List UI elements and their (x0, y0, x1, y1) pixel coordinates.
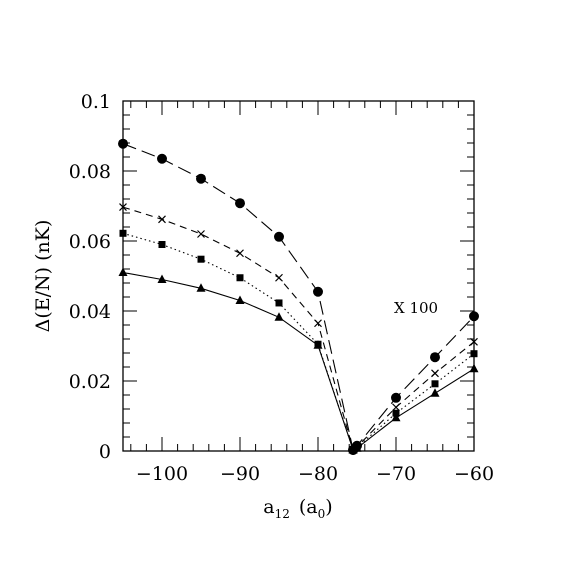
marker-triangle (274, 312, 284, 321)
marker-cross (119, 203, 127, 211)
marker-square (197, 255, 205, 263)
marker-square (158, 241, 166, 248)
marker-cross (197, 230, 205, 238)
marker-circle (313, 286, 323, 297)
marker-square (236, 274, 244, 282)
series-2-right-line (352, 341, 475, 451)
y-tick-label: 0.1 (81, 91, 111, 113)
y-tick-label: 0 (99, 441, 111, 463)
tick-labels: −100 −90 −80 −70 −60 0 0.02 0.04 0.06 0.08 0.1 (69, 91, 494, 485)
marker-triangle (313, 340, 323, 349)
marker-triangle (430, 388, 440, 397)
marker-square (431, 380, 439, 388)
marker-cross (431, 369, 439, 378)
marker-circle (469, 311, 479, 322)
x-tick-label: −90 (220, 463, 260, 485)
marker-triangle (352, 443, 362, 452)
series-4-right-line (352, 368, 475, 451)
series-1-right-line (352, 315, 475, 451)
marker-circle (274, 231, 284, 242)
y-tick-label: 0.02 (69, 371, 111, 393)
y-axis-label: Δ(E/N) (nK) (32, 220, 54, 333)
marker-circle (196, 173, 206, 184)
series-2-left-line (122, 206, 354, 451)
x-axis-label: a12 (a0) (263, 496, 332, 521)
series-4-left-line (122, 271, 354, 451)
y-tick-label: 0.08 (69, 161, 111, 183)
marker-circle (118, 138, 128, 149)
series-3-right-line (352, 353, 475, 451)
axis-ticks (123, 100, 475, 452)
marker-triangle (235, 295, 245, 304)
marker-triangle (157, 274, 167, 283)
marker-triangle (391, 412, 401, 422)
marker-triangle (469, 363, 479, 373)
plot-frame (122, 100, 475, 452)
x-tick-label: −60 (454, 463, 494, 485)
marker-triangle (118, 267, 128, 276)
marker-circle (430, 352, 440, 363)
y-tick-label: 0.04 (69, 301, 111, 323)
marker-cross (236, 249, 244, 258)
series-lines (122, 143, 475, 451)
marker-triangle (196, 283, 206, 292)
x-tick-label: −100 (136, 463, 188, 485)
marker-cross (158, 215, 166, 224)
annotation-x100: X 100 (394, 299, 438, 317)
marker-square (470, 350, 478, 358)
series-1-left-line (122, 143, 354, 451)
marker-square (119, 229, 127, 237)
marker-circle (157, 153, 167, 164)
marker-circle (235, 198, 245, 209)
y-tick-label: 0.06 (69, 231, 111, 253)
marker-square (275, 299, 283, 307)
x-tick-label: −70 (376, 463, 416, 485)
marker-cross (275, 273, 283, 282)
marker-cross (392, 403, 400, 412)
marker-circle (391, 392, 401, 403)
marker-cross (470, 337, 478, 346)
series-markers (118, 138, 479, 455)
x-tick-label: −80 (298, 463, 338, 485)
marker-cross (314, 319, 322, 328)
